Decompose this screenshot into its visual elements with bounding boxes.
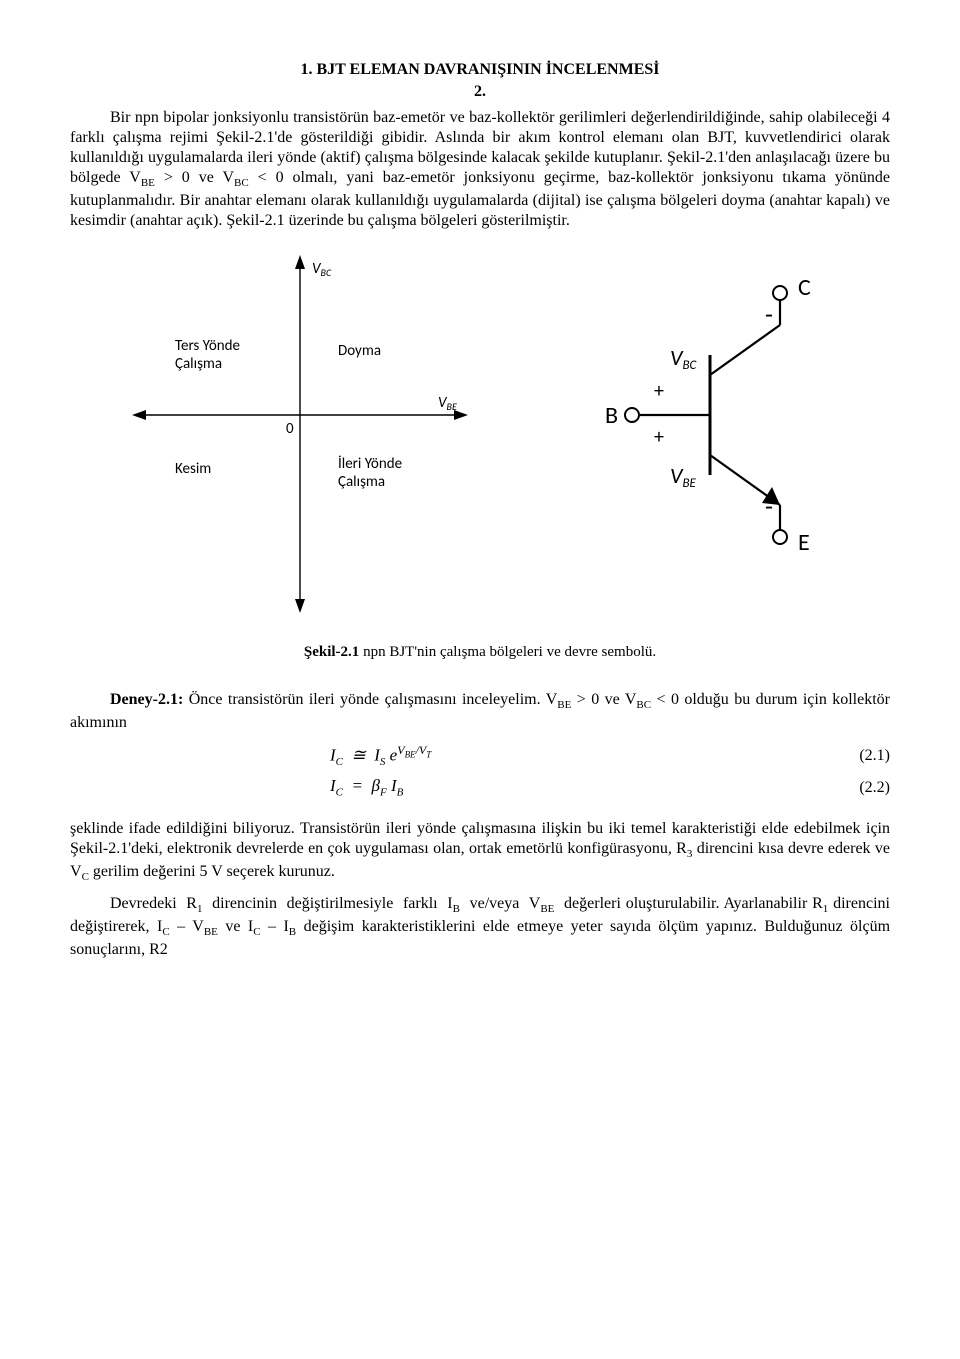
equation-2-1: IC ≅ IS eVBE/VT (2.1) <box>70 743 890 770</box>
arrow-up-icon <box>295 255 305 269</box>
deney-paragraph: Deney-2.1: Önce transistörün ileri yönde… <box>70 690 890 733</box>
x-axis-label: VBE <box>438 394 457 413</box>
quadrant-ileri-yonde-2: Çalışma <box>338 473 385 491</box>
quadrant-ters-yonde: Ters Yönde <box>175 337 240 355</box>
paragraph-3: şeklinde ifade edildiğini biliyoruz. Tra… <box>70 819 890 885</box>
collector-terminal-icon <box>773 286 787 300</box>
emitter-label: E <box>798 528 810 557</box>
quadrant-ileri-yonde: İleri Yönde <box>338 455 402 473</box>
bjt-symbol: C B E VBC + - VBE + - <box>605 273 811 557</box>
collector-label: C <box>798 273 811 302</box>
vbc-plus: + <box>654 379 664 403</box>
arrow-down-icon <box>295 599 305 613</box>
quadrant-diagram: VBC VBE 0 Doyma Ters Yönde Çalışma Kesim… <box>132 255 468 613</box>
vbe-plus: + <box>654 425 664 449</box>
figure-2-1: VBC VBE 0 Doyma Ters Yönde Çalışma Kesim… <box>70 245 890 625</box>
figure-svg: VBC VBE 0 Doyma Ters Yönde Çalışma Kesim… <box>100 245 860 625</box>
page-title: 1. BJT ELEMAN DAVRANIŞININ İNCELENMESİ <box>70 60 890 80</box>
figure-caption: Şekil-2.1 npn BJT'nin çalışma bölgeleri … <box>70 643 890 662</box>
paragraph-1: Bir npn bipolar jonksiyonlu transistörün… <box>70 108 890 231</box>
page-subtitle: 2. <box>70 82 890 102</box>
quadrant-doyma: Doyma <box>338 342 381 360</box>
arrow-left-icon <box>132 410 146 420</box>
y-axis-label: VBC <box>312 260 332 279</box>
vbe-minus: - <box>765 490 773 522</box>
origin-label: 0 <box>286 420 294 438</box>
paragraph-4: Devredeki R1 direncinin değiştirilmesiyl… <box>70 894 890 960</box>
quadrant-kesim: Kesim <box>175 460 211 478</box>
vbc-label: VBC <box>670 344 698 373</box>
quadrant-ters-yonde-2: Çalışma <box>175 355 222 373</box>
base-label: B <box>605 401 618 430</box>
vbe-label: VBE <box>670 462 697 491</box>
vbc-minus: - <box>765 298 773 330</box>
equation-2-2: IC = βF IB (2.2) <box>70 775 890 800</box>
emitter-terminal-icon <box>773 530 787 544</box>
base-terminal-icon <box>625 408 639 422</box>
